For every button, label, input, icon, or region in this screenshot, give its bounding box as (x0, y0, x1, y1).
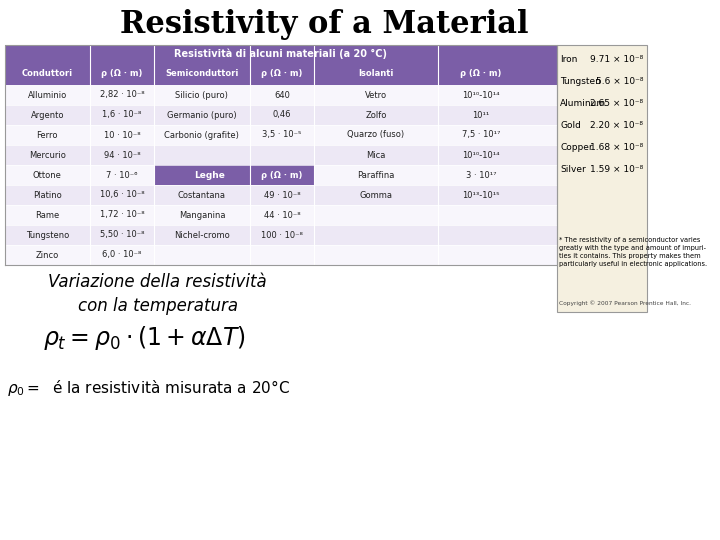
Text: Aluminum: Aluminum (560, 98, 606, 107)
Text: Alluminio: Alluminio (27, 91, 67, 99)
Text: 10¹¹: 10¹¹ (472, 111, 490, 119)
Text: Tungsten: Tungsten (560, 77, 601, 85)
FancyBboxPatch shape (557, 45, 647, 312)
FancyBboxPatch shape (4, 45, 557, 63)
Text: 640: 640 (274, 91, 290, 99)
Text: 49 · 10⁻⁸: 49 · 10⁻⁸ (264, 191, 300, 199)
FancyBboxPatch shape (4, 185, 557, 205)
Text: Silicio (puro): Silicio (puro) (176, 91, 228, 99)
Text: Conduttori: Conduttori (22, 70, 73, 78)
Text: Semiconduttori: Semiconduttori (165, 70, 238, 78)
Text: 0,46: 0,46 (273, 111, 292, 119)
Text: Costantana: Costantana (178, 191, 226, 199)
FancyBboxPatch shape (4, 245, 557, 265)
Text: Quarzo (fuso): Quarzo (fuso) (347, 131, 405, 139)
Text: Carbonio (grafite): Carbonio (grafite) (164, 131, 239, 139)
Text: 7,5 · 10¹⁷: 7,5 · 10¹⁷ (462, 131, 500, 139)
FancyBboxPatch shape (4, 85, 557, 105)
Text: 10 · 10⁻⁸: 10 · 10⁻⁸ (104, 131, 140, 139)
Text: 94 · 10⁻⁸: 94 · 10⁻⁸ (104, 151, 140, 159)
FancyBboxPatch shape (4, 105, 557, 125)
Text: 100 · 10⁻⁸: 100 · 10⁻⁸ (261, 231, 303, 240)
Text: 2.20 × 10⁻⁸: 2.20 × 10⁻⁸ (590, 120, 643, 130)
Text: Paraffina: Paraffina (357, 171, 395, 179)
Text: 1.68 × 10⁻⁸: 1.68 × 10⁻⁸ (590, 143, 643, 152)
Text: Platino: Platino (33, 191, 62, 199)
Text: Gold: Gold (560, 120, 581, 130)
Text: 5,50 · 10⁻⁸: 5,50 · 10⁻⁸ (99, 231, 144, 240)
Text: Argento: Argento (30, 111, 64, 119)
FancyBboxPatch shape (4, 125, 557, 145)
Text: 44 · 10⁻⁸: 44 · 10⁻⁸ (264, 211, 300, 219)
Text: Tungsteno: Tungsteno (26, 231, 69, 240)
Text: * The resistivity of a semiconductor varies
greatly with the type and amount of : * The resistivity of a semiconductor var… (559, 237, 708, 267)
Text: Germanio (puro): Germanio (puro) (167, 111, 237, 119)
Text: Copyright © 2007 Pearson Prentice Hall, Inc.: Copyright © 2007 Pearson Prentice Hall, … (559, 300, 691, 306)
Text: Resistività di alcuni materiali (a 20 °C): Resistività di alcuni materiali (a 20 °C… (174, 49, 387, 59)
Text: Ferro: Ferro (37, 131, 58, 139)
Text: Leghe: Leghe (194, 171, 225, 179)
Text: $\rho_t = \rho_0 \cdot \left(1 + \alpha \Delta T\right)$: $\rho_t = \rho_0 \cdot \left(1 + \alpha … (42, 324, 246, 352)
Text: 6,0 · 10⁻⁸: 6,0 · 10⁻⁸ (102, 251, 142, 260)
Text: ρ (Ω · m): ρ (Ω · m) (460, 70, 501, 78)
Text: Iron: Iron (560, 55, 577, 64)
FancyBboxPatch shape (4, 165, 557, 185)
Text: Gomma: Gomma (359, 191, 392, 199)
Text: Ottone: Ottone (33, 171, 62, 179)
Text: 2.65 × 10⁻⁸: 2.65 × 10⁻⁸ (590, 98, 643, 107)
Text: Resistivity of a Material: Resistivity of a Material (120, 9, 528, 39)
Text: Mica: Mica (366, 151, 385, 159)
Text: 9.71 × 10⁻⁸: 9.71 × 10⁻⁸ (590, 55, 643, 64)
Text: Variazione della resistività
con la temperatura: Variazione della resistività con la temp… (48, 273, 267, 315)
Text: 3,5 · 10⁻⁵: 3,5 · 10⁻⁵ (262, 131, 302, 139)
Text: 10¹⁰-10¹⁴: 10¹⁰-10¹⁴ (462, 91, 500, 99)
Text: 5.6 × 10⁻⁸: 5.6 × 10⁻⁸ (595, 77, 643, 85)
Text: Silver: Silver (560, 165, 586, 173)
Text: Manganina: Manganina (179, 211, 225, 219)
FancyBboxPatch shape (153, 165, 314, 185)
Text: Nichel-cromo: Nichel-cromo (174, 231, 230, 240)
Text: Mercurio: Mercurio (29, 151, 66, 159)
Text: ρ (Ω · m): ρ (Ω · m) (102, 70, 143, 78)
Text: 7 · 10⁻⁶: 7 · 10⁻⁶ (106, 171, 138, 179)
Text: ρ (Ω · m): ρ (Ω · m) (261, 171, 302, 179)
FancyBboxPatch shape (4, 63, 557, 85)
Text: Zolfo: Zolfo (365, 111, 387, 119)
Text: Zinco: Zinco (36, 251, 59, 260)
FancyBboxPatch shape (4, 205, 557, 225)
FancyBboxPatch shape (4, 145, 557, 165)
Text: 10¹⁰-10¹⁴: 10¹⁰-10¹⁴ (462, 151, 500, 159)
Text: Isolanti: Isolanti (358, 70, 394, 78)
Text: 1,6 · 10⁻⁸: 1,6 · 10⁻⁸ (102, 111, 142, 119)
FancyBboxPatch shape (4, 225, 557, 245)
Text: 1,72 · 10⁻⁸: 1,72 · 10⁻⁸ (99, 211, 144, 219)
Text: $\rho_0 =$  é la resistività misurata a 20°C: $\rho_0 =$ é la resistività misurata a 2… (7, 378, 290, 398)
Text: 10,6 · 10⁻⁸: 10,6 · 10⁻⁸ (99, 191, 144, 199)
Text: Copper: Copper (560, 143, 593, 152)
Text: 3 · 10¹⁷: 3 · 10¹⁷ (466, 171, 496, 179)
Text: 1.59 × 10⁻⁸: 1.59 × 10⁻⁸ (590, 165, 643, 173)
Text: Vetro: Vetro (365, 91, 387, 99)
Text: 2,82 · 10⁻⁸: 2,82 · 10⁻⁸ (99, 91, 144, 99)
Text: 10¹³-10¹⁵: 10¹³-10¹⁵ (462, 191, 500, 199)
Text: Rame: Rame (35, 211, 60, 219)
Text: ρ (Ω · m): ρ (Ω · m) (261, 70, 302, 78)
